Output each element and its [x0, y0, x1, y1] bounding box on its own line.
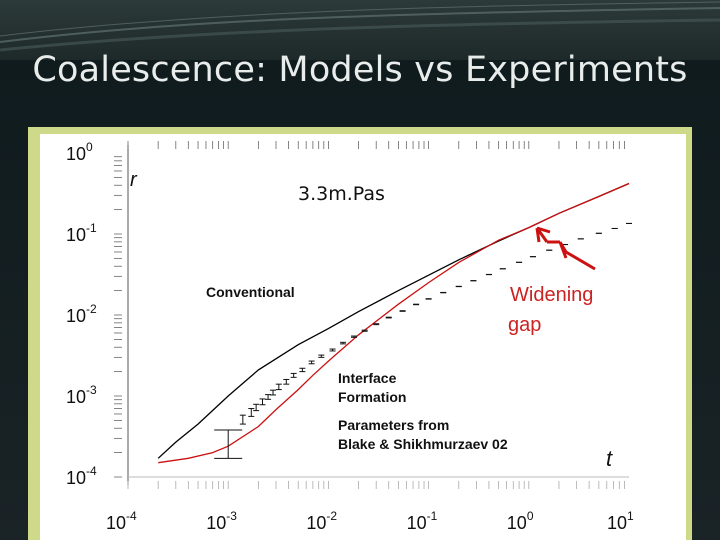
experiment-point — [373, 323, 380, 326]
experiment-point — [308, 360, 315, 365]
x-tick-label: 10-3 — [206, 509, 237, 533]
experiment-point — [270, 389, 277, 396]
x-tick-label: 100 — [507, 509, 534, 533]
y-axis-label: r — [130, 169, 138, 191]
experiment-point — [239, 414, 246, 425]
experiment-point — [299, 367, 306, 373]
y-tick-label: 10-3 — [66, 383, 97, 407]
x-tick-label: 101 — [607, 509, 634, 533]
experiment-point — [361, 329, 368, 332]
experiment-point — [413, 303, 420, 306]
experiment-point — [329, 348, 336, 352]
annotation-interface: Interface — [338, 370, 397, 386]
coalescence-chart: 100 10-1 10-2 10-3 10-4 10-4 10-3 10-2 10-1 100 10… — [66, 140, 634, 533]
experiment-point — [318, 354, 325, 358]
chart-subtitle: 3.3m.Pas — [298, 183, 385, 205]
x-tick-label: 10-2 — [306, 509, 337, 533]
interface-formation-series-line — [158, 182, 630, 464]
experiment-point — [350, 335, 357, 338]
x-axis-label: t — [606, 446, 613, 471]
annotation-widening: Widening — [510, 284, 593, 306]
title-band — [0, 0, 720, 60]
annotation-formation: Formation — [338, 389, 406, 405]
chart-background — [40, 134, 686, 540]
experiment-point — [259, 398, 266, 406]
experiment-point — [214, 429, 243, 459]
annotation-conventional: Conventional — [206, 284, 295, 300]
y-tick-label: 10-1 — [66, 221, 97, 245]
title-band-swoosh — [0, 1, 720, 52]
annotation-blake: Blake & Shikhmurzaev 02 — [338, 436, 508, 452]
y-tick-label: 100 — [66, 140, 93, 164]
axis-ticks — [114, 141, 625, 489]
experiment-point — [340, 341, 347, 345]
experiment-point — [290, 372, 297, 378]
experiment-series — [214, 222, 632, 459]
experiment-point — [283, 378, 290, 385]
widening-gap-arrow — [547, 240, 596, 271]
experiment-point — [399, 310, 406, 312]
experiment-point — [253, 403, 260, 412]
y-tick-label: 10-4 — [66, 464, 97, 488]
experiment-point — [385, 316, 392, 319]
slide-title: Coalescence: Models vs Experiments — [32, 50, 688, 90]
x-tick-label: 10-4 — [106, 509, 137, 533]
x-tick-label: 10-1 — [407, 509, 438, 533]
widening-gap-arrow-head — [535, 226, 551, 243]
experiment-point — [248, 408, 255, 417]
experiment-point — [275, 383, 282, 391]
y-tick-label: 10-2 — [66, 302, 97, 326]
annotation-parameters: Parameters from — [338, 417, 449, 433]
annotation-gap: gap — [508, 314, 541, 336]
